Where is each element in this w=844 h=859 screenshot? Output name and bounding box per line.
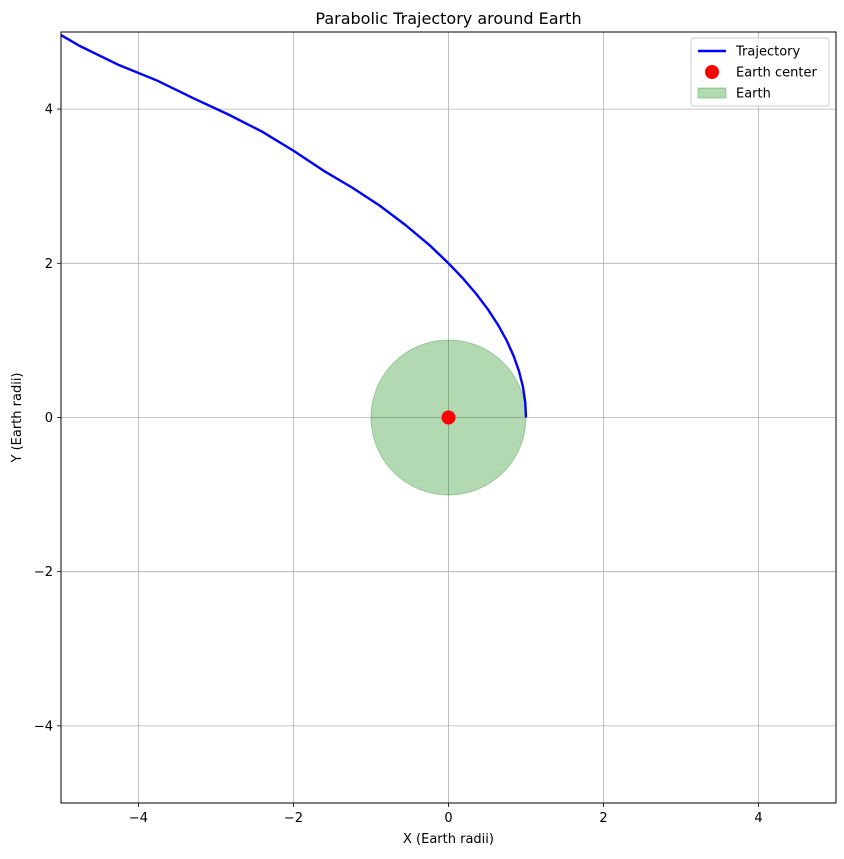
x-axis-label: X (Earth radii)	[403, 832, 494, 847]
x-tick-label: 0	[444, 811, 452, 826]
legend-label: Trajectory	[735, 45, 800, 60]
chart-title: Parabolic Trajectory around Earth	[315, 9, 581, 28]
legend-box	[690, 37, 830, 107]
y-axis-label: Y (Earth radii)	[10, 373, 25, 464]
x-tick-label: −4	[129, 811, 148, 826]
plot-data	[61, 34, 528, 496]
earth-center-point	[441, 410, 456, 425]
x-tick-label: 4	[754, 811, 762, 826]
y-tick-label: −4	[34, 719, 53, 734]
legend-label: Earth center	[736, 66, 817, 81]
legend-label: Earth	[736, 87, 771, 102]
y-tick-label: 4	[45, 103, 53, 118]
x-tick-label: −2	[284, 811, 303, 826]
x-tick-label: 2	[599, 811, 607, 826]
y-tick-label: −2	[34, 565, 53, 580]
y-tick-label: 0	[45, 411, 53, 426]
legend: Trajectory Earth center Earth	[690, 37, 830, 107]
legend-earth-center-swatch	[705, 65, 719, 79]
y-tick-label: 2	[45, 257, 53, 272]
legend-earth-swatch	[697, 87, 727, 99]
trajectory-line	[61, 34, 528, 418]
ticks: −4 −2 0 2 4 −4 −2 0 2 4	[34, 103, 763, 826]
